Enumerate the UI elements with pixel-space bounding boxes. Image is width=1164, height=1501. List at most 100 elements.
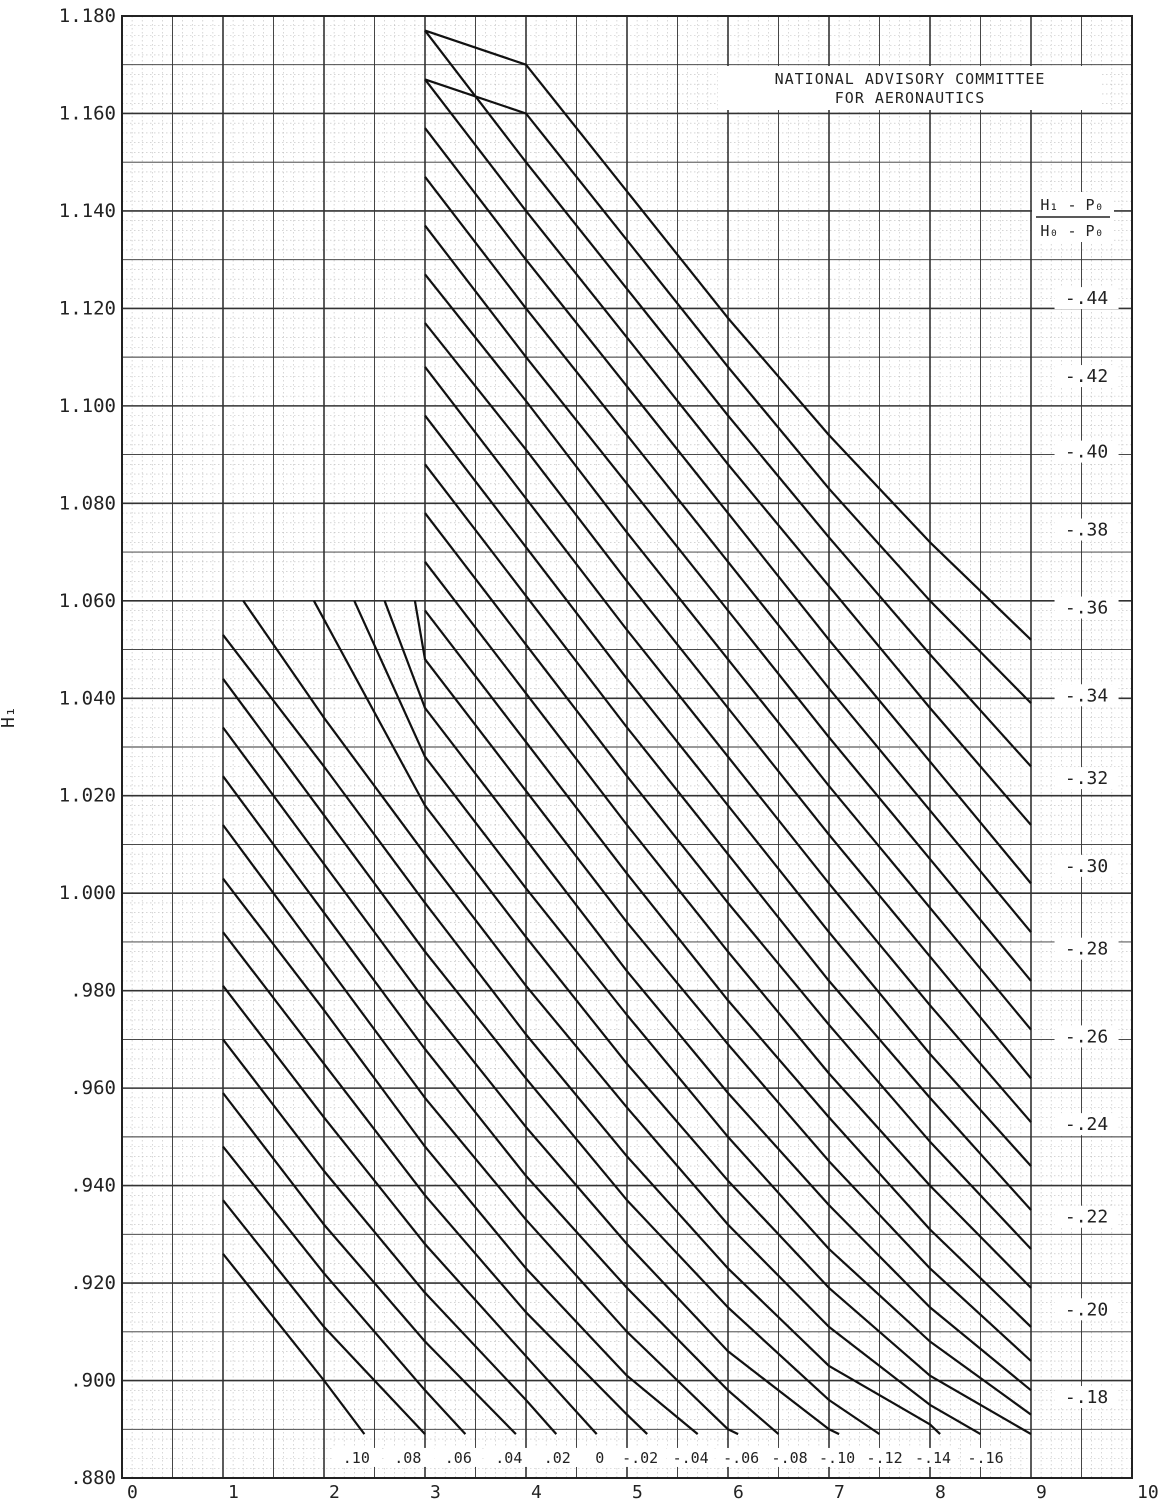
bottom-curve-label: -.12 — [866, 1449, 902, 1467]
y-tick-label: 1.080 — [59, 492, 116, 514]
curve-23 — [424, 414, 1032, 1167]
right-curve-label: -.40 — [1065, 442, 1108, 463]
bottom-label-backdrop — [765, 1447, 814, 1467]
y-tick-label: .920 — [70, 1272, 116, 1294]
x-tick-label: 3 — [430, 1482, 441, 1501]
bottom-label-backdrop — [813, 1447, 862, 1467]
annotation-line-1: NATIONAL ADVISORY COMMITTEE — [775, 70, 1046, 88]
right-curve-label: -.22 — [1065, 1207, 1108, 1228]
annotation-line-2: FOR AERONAUTICS — [835, 89, 985, 107]
right-label-backdrop — [1054, 518, 1119, 541]
curve-6 — [222, 985, 598, 1435]
right-curve-label: -.34 — [1065, 685, 1108, 706]
y-tick-label: .900 — [70, 1370, 116, 1392]
right-curve-label: -.42 — [1065, 366, 1108, 387]
right-curve-label: -.44 — [1065, 288, 1108, 309]
curve-5 — [222, 1038, 558, 1435]
bottom-label-backdrop — [484, 1447, 533, 1467]
right-curve-label: -.26 — [1065, 1026, 1108, 1047]
right-label-backdrop — [1054, 1386, 1119, 1409]
curve-31 — [424, 29, 1032, 768]
curve-8 — [222, 877, 699, 1435]
curve-32 — [424, 78, 1032, 704]
curve-19 — [424, 609, 1032, 1328]
curve-9 — [222, 824, 739, 1436]
y-tick-label: .960 — [70, 1077, 116, 1099]
curve-2 — [222, 1199, 426, 1435]
right-curve-label: -.30 — [1065, 856, 1108, 877]
curve-25 — [424, 322, 1032, 1080]
y-tick-label: 1.100 — [59, 395, 116, 417]
curve-14 — [242, 600, 982, 1436]
bottom-label-backdrop — [533, 1447, 582, 1467]
y-tick-label: 1.160 — [59, 102, 116, 124]
y-tick-label: .880 — [70, 1467, 116, 1489]
curve-13 — [222, 634, 941, 1435]
right-axis-title-numerator: H₁ - P₀ — [1040, 196, 1103, 214]
right-label-backdrop — [1054, 1205, 1119, 1228]
right-label-backdrop — [1054, 440, 1119, 463]
curve-22 — [424, 463, 1032, 1211]
bottom-label-backdrop — [434, 1447, 483, 1467]
bottom-label-backdrop — [909, 1447, 958, 1467]
bottom-curve-label: .06 — [445, 1449, 472, 1467]
bottom-curve-label: 0 — [595, 1449, 604, 1467]
right-curve-label: -.20 — [1065, 1299, 1108, 1320]
x-tick-label: 5 — [632, 1482, 643, 1501]
curve-18 — [413, 600, 1032, 1362]
curve-15 — [312, 600, 1032, 1436]
bottom-label-backdrop — [717, 1447, 766, 1467]
bottom-curve-label: -.06 — [723, 1449, 759, 1467]
bottom-label-backdrop — [383, 1447, 432, 1467]
right-curve-label: -.24 — [1065, 1114, 1108, 1135]
curve-16 — [353, 600, 1032, 1416]
curve-1 — [222, 1253, 366, 1435]
bottom-curve-label: -.04 — [673, 1449, 709, 1467]
x-tick-label: 2 — [329, 1482, 340, 1501]
right-curve-label: -.18 — [1065, 1387, 1108, 1408]
right-label-backdrop — [1054, 854, 1119, 877]
right-label-backdrop — [1054, 596, 1119, 619]
x-tick-label: 10 — [1137, 1482, 1159, 1501]
x-tick-label: 8 — [935, 1482, 946, 1501]
curve-4 — [222, 1092, 517, 1435]
bottom-label-backdrop — [332, 1447, 381, 1467]
curve-24 — [424, 366, 1032, 1123]
right-label-backdrop — [1054, 937, 1119, 960]
right-curve-label: -.32 — [1065, 768, 1108, 789]
right-curve-label: -.36 — [1065, 598, 1108, 619]
x-tick-label: 4 — [531, 1482, 542, 1501]
right-axis-title-denominator: H₀ - P₀ — [1040, 222, 1103, 240]
bottom-label-backdrop — [666, 1447, 715, 1467]
bottom-curve-label: -.08 — [772, 1449, 808, 1467]
y-tick-label: 1.120 — [59, 297, 116, 319]
curve-7 — [222, 931, 648, 1435]
y-tick-label: .980 — [70, 980, 116, 1002]
bottom-curve-label: .04 — [495, 1449, 522, 1467]
bottom-curve-label: -.02 — [622, 1449, 658, 1467]
curve-21 — [424, 512, 1032, 1250]
right-label-backdrop — [1054, 1025, 1119, 1048]
right-curve-label: -.38 — [1065, 520, 1108, 541]
curve-28 — [424, 176, 1032, 933]
plot-frame — [121, 15, 1133, 1479]
curve-20 — [424, 561, 1032, 1289]
curve-30 — [424, 78, 1032, 826]
bottom-label-backdrop — [961, 1447, 1010, 1467]
bottom-curve-label: -.16 — [967, 1449, 1003, 1467]
y-axis-label: H₁ — [0, 706, 19, 728]
curve-33 — [424, 29, 1032, 641]
bottom-label-backdrop — [575, 1447, 624, 1467]
bottom-curve-label: .08 — [394, 1449, 421, 1467]
curve-3 — [222, 1145, 467, 1435]
curve-17 — [383, 600, 1032, 1392]
y-tick-label: 1.180 — [59, 5, 116, 27]
y-tick-label: .940 — [70, 1175, 116, 1197]
curve-12 — [222, 678, 881, 1436]
y-tick-label: 1.140 — [59, 200, 116, 222]
right-label-backdrop — [1054, 684, 1119, 707]
y-tick-label: 1.060 — [59, 590, 116, 612]
bottom-label-backdrop — [616, 1447, 665, 1467]
